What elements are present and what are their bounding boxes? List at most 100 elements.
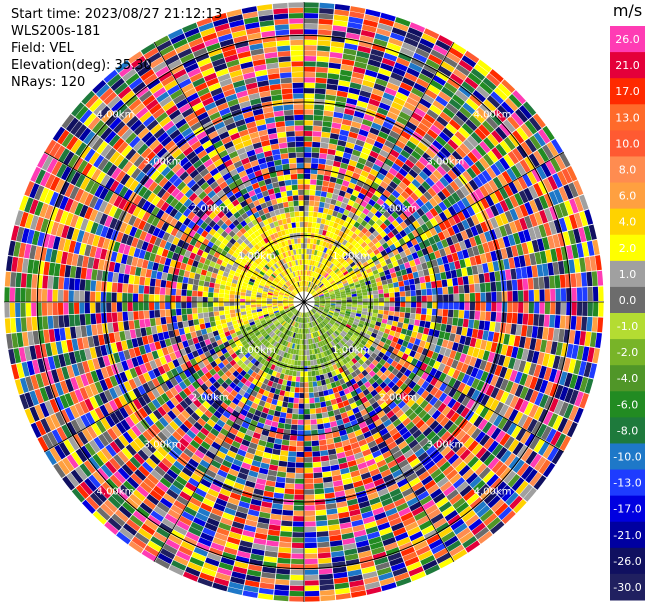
radar-gate <box>495 376 504 389</box>
radar-gate <box>379 271 386 277</box>
radar-gate <box>375 218 384 227</box>
radar-gate <box>374 190 383 198</box>
radar-gate <box>314 303 320 305</box>
radar-gate <box>517 176 528 190</box>
radar-gate <box>456 221 465 232</box>
radar-gate <box>332 222 339 229</box>
radar-gate <box>323 373 329 380</box>
radar-gate <box>411 506 425 517</box>
radar-gate <box>504 197 514 210</box>
radar-gate <box>150 469 163 481</box>
radar-gate <box>333 111 344 119</box>
radar-gate <box>317 262 322 268</box>
radar-gate <box>326 508 338 515</box>
radar-gate <box>138 433 149 446</box>
radar-gate <box>287 358 292 365</box>
radar-gate <box>74 314 81 327</box>
radar-gate <box>354 429 363 437</box>
radar-gate <box>378 305 384 311</box>
radar-gate <box>378 289 384 294</box>
radar-gate <box>384 140 395 149</box>
radar-gate <box>345 204 353 212</box>
radar-gate <box>314 302 320 304</box>
radar-gate <box>323 481 334 489</box>
radar-gate <box>286 467 296 473</box>
radar-gate <box>308 211 314 217</box>
radar-gate <box>96 323 103 335</box>
radar-gate <box>392 469 403 478</box>
radar-gate <box>382 432 392 441</box>
radar-gate <box>342 113 354 121</box>
radar-gate <box>354 283 361 288</box>
radar-gate <box>333 436 342 443</box>
radar-gate <box>289 596 304 602</box>
radar-gate <box>429 343 437 352</box>
radar-gate <box>85 313 91 325</box>
radar-gate <box>354 368 362 376</box>
radar-gate <box>542 327 549 340</box>
radar-gate <box>455 445 467 457</box>
radar-gate <box>375 226 384 234</box>
radar-gate <box>390 32 405 42</box>
radar-gate <box>111 282 118 293</box>
radar-gate <box>470 131 483 144</box>
radar-gate <box>350 6 366 14</box>
radar-gate <box>210 321 217 327</box>
radar-gate <box>147 514 162 527</box>
radar-gate <box>105 478 119 492</box>
radar-gate <box>340 307 346 311</box>
radar-gate <box>225 362 233 370</box>
radar-gate <box>533 150 545 165</box>
radar-gate <box>461 327 468 336</box>
radar-gate <box>400 296 406 302</box>
radar-gate <box>339 429 347 437</box>
radar-gate <box>375 517 389 526</box>
radar-gate <box>407 232 415 241</box>
radar-gate <box>475 431 486 443</box>
radar-gate <box>181 409 191 420</box>
radar-gate <box>312 266 316 272</box>
radar-gate <box>309 354 314 361</box>
radar-gate <box>345 341 352 348</box>
radar-gate <box>312 211 318 218</box>
radar-gate <box>363 113 375 122</box>
radar-gate <box>321 287 327 292</box>
radar-gate <box>433 266 440 274</box>
radar-gate <box>420 204 430 214</box>
radar-gate <box>316 520 328 527</box>
radar-gate <box>362 571 378 580</box>
radar-gate <box>308 381 313 388</box>
radar-gate <box>473 319 480 330</box>
radar-gate <box>378 131 389 140</box>
radar-gate <box>327 261 332 268</box>
radar-gate <box>398 507 411 517</box>
radar-gate <box>347 432 356 440</box>
radar-gate <box>285 385 291 392</box>
radar-gate <box>371 145 382 154</box>
radar-gate <box>318 391 324 397</box>
radar-gate <box>315 261 320 267</box>
radar-gate <box>272 448 281 456</box>
radar-gate <box>137 449 149 461</box>
radar-gate <box>234 405 243 413</box>
radar-gate <box>172 480 185 491</box>
radar-gate <box>331 333 336 340</box>
radar-gate <box>261 371 268 379</box>
radar-gate <box>588 363 598 379</box>
radar-gate <box>312 244 316 250</box>
radar-gate <box>479 140 491 154</box>
radar-gate <box>497 237 506 249</box>
radar-gate <box>289 391 295 398</box>
radar-gate <box>354 61 367 69</box>
radar-gate <box>252 432 261 440</box>
radar-gate <box>442 286 449 295</box>
radar-gate <box>304 184 310 190</box>
radar-gate <box>357 157 367 165</box>
radar-gate <box>317 336 322 342</box>
radar-gate <box>349 282 355 287</box>
radar-gate <box>408 92 422 103</box>
radar-gate <box>547 235 555 249</box>
radar-gate <box>328 529 341 536</box>
radar-gate <box>435 497 449 508</box>
radar-gate <box>496 291 502 302</box>
